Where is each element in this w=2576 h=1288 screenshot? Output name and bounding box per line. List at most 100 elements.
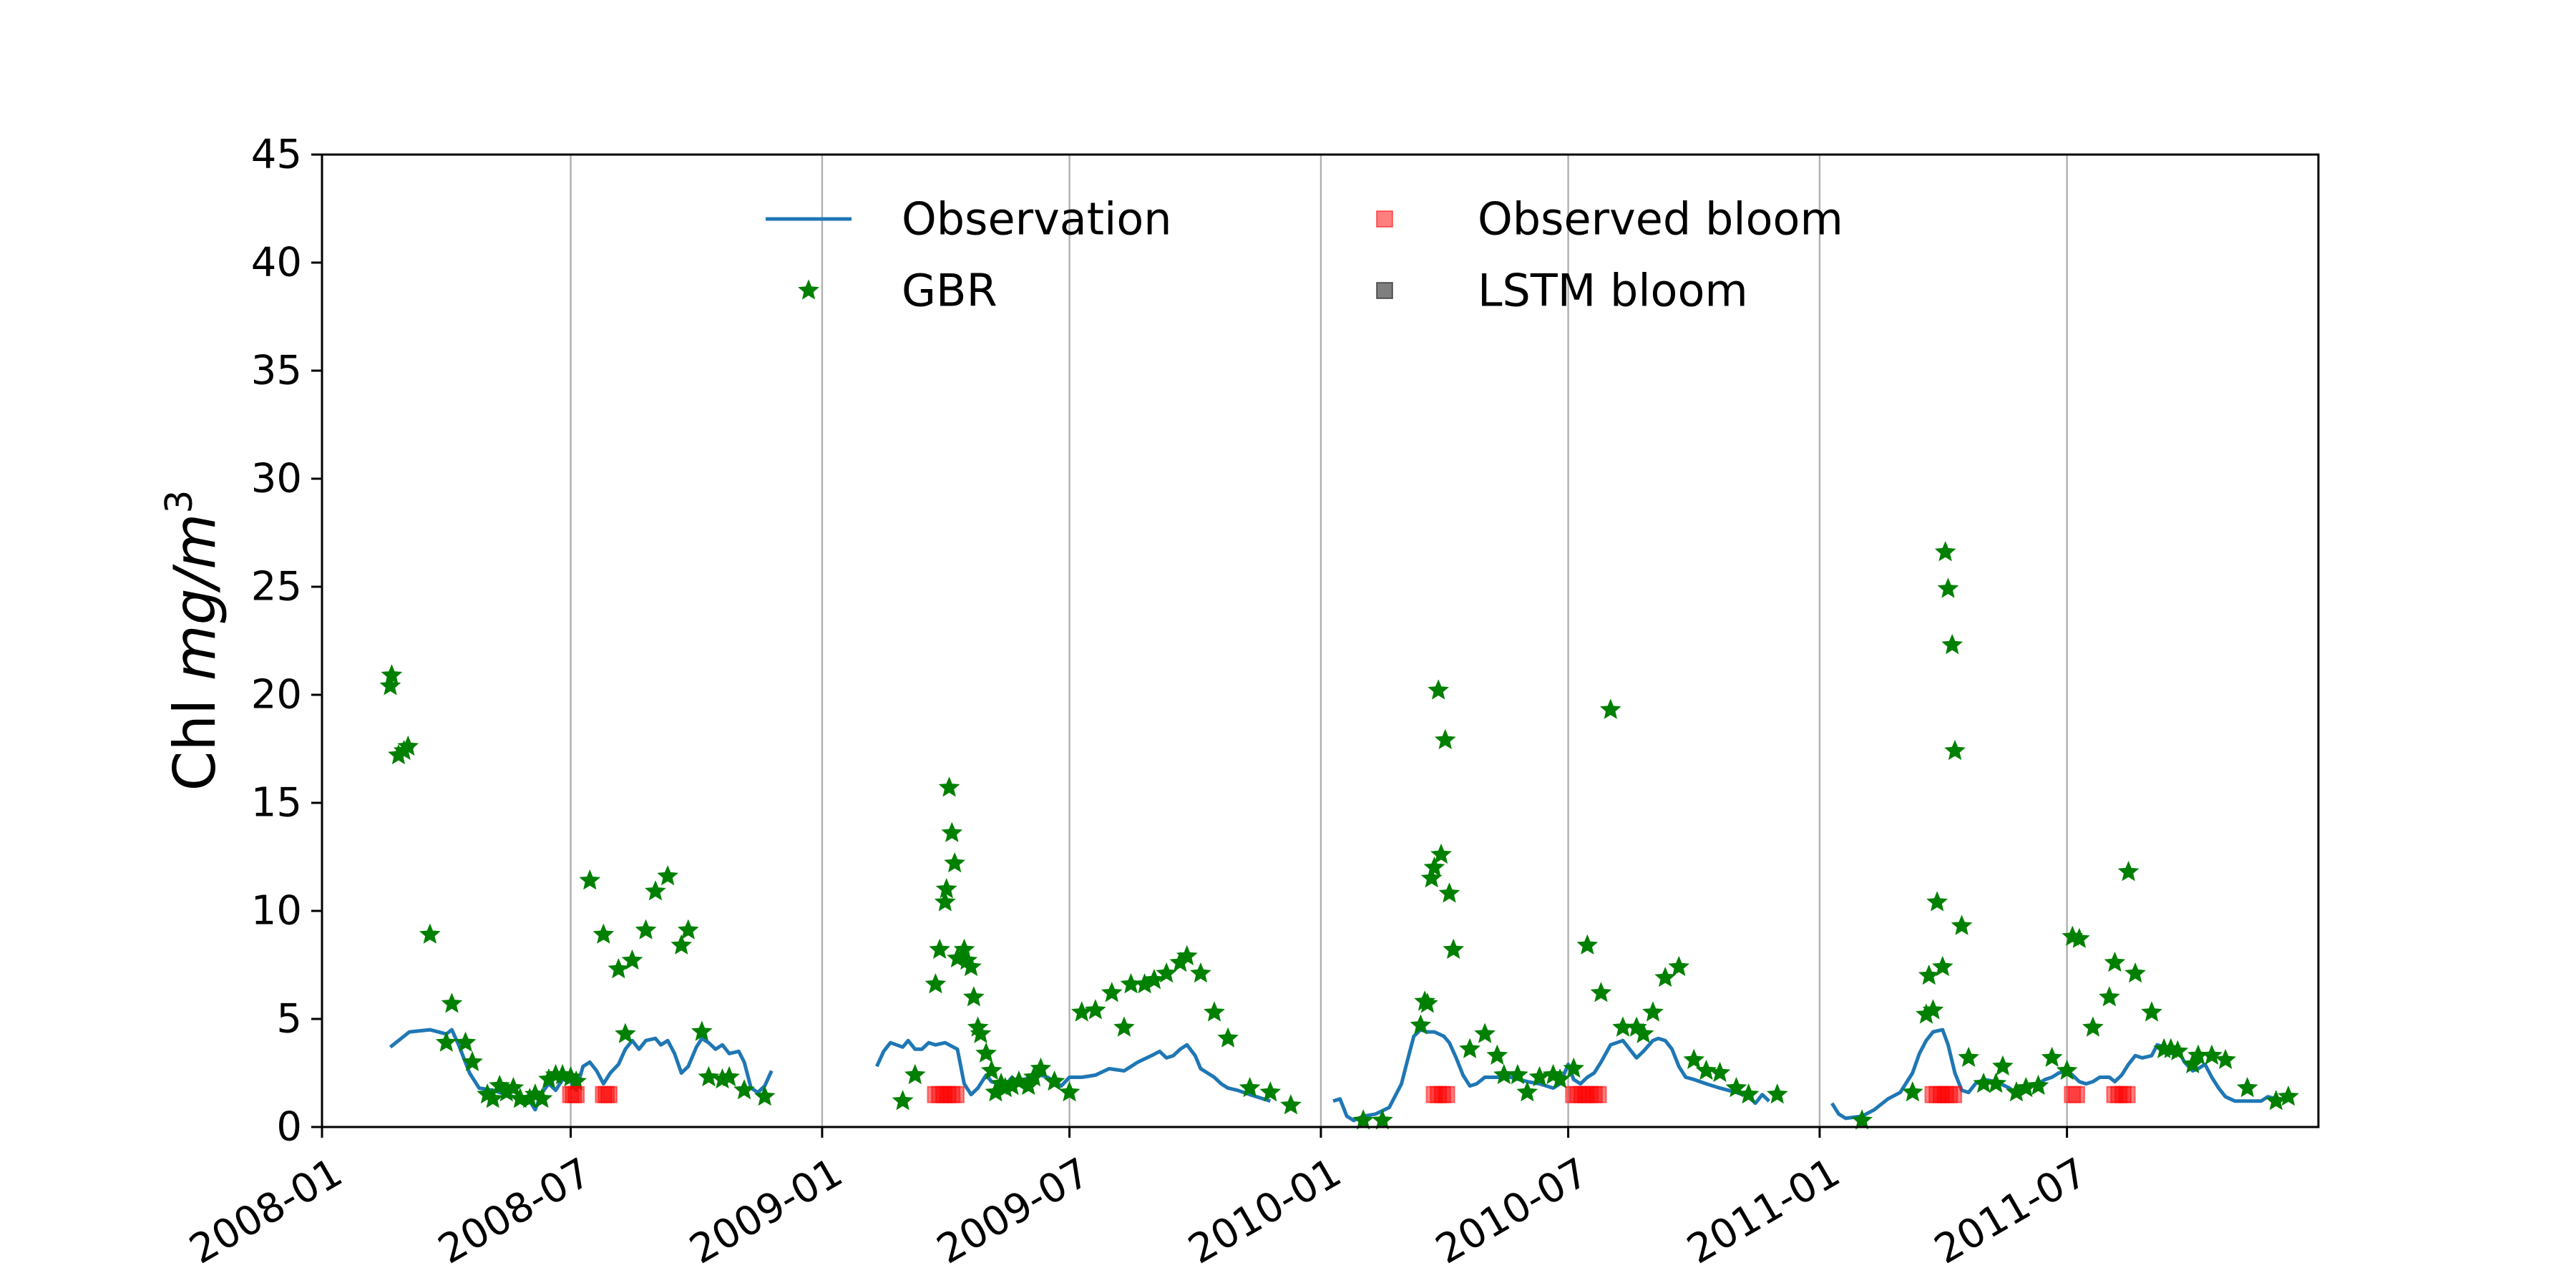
gbr-point [1023,1065,1045,1087]
gbr-point [1985,1072,2007,1093]
gbr-point [1695,1059,1717,1080]
gbr-point [2068,927,2090,948]
gbr-point [1459,1038,1480,1058]
legend-key-observed-bloom [1376,210,1393,228]
y-axis-title: Chl mg/m3 [158,490,228,791]
gbr-point [960,955,982,977]
y-tick-label: 10 [251,888,302,935]
gbr-point [1654,966,1677,987]
gbr-point [1417,992,1438,1013]
gbr-point [953,938,975,960]
gbr-point [1474,1023,1496,1043]
y-tick-label: 25 [251,564,302,610]
gbr-point [924,973,947,994]
gbr-point [657,865,678,886]
gbr-point [1239,1076,1261,1098]
gbr-point [1632,1023,1654,1043]
gbr-point [1443,938,1465,960]
gbr-point [1932,955,1953,977]
gbr-point [1549,1068,1571,1089]
observed-bloom-marker [2118,1085,2136,1103]
gbr-point [1372,1109,1393,1130]
y-tick-label: 15 [251,780,302,826]
gbr-point [2201,1044,2223,1065]
legend-key-gbr [798,279,819,300]
gbr-point [1434,728,1456,749]
gbr-point [502,1076,525,1098]
gbr-point [1507,1063,1528,1085]
legend-label-lstm-bloom: LSTM bloom [1478,265,1748,317]
gbr-point [1599,698,1621,719]
gbr-point [565,1070,587,1091]
observed-bloom-marker [1589,1085,1607,1103]
observed-bloom-marker [947,1085,965,1103]
gbr-point [1902,1081,1923,1102]
y-axis-title-unit: mg/m [162,514,228,681]
y-tick-label: 45 [251,132,302,178]
gbr-point [1190,962,1211,983]
gbr-point [1430,843,1452,864]
y-axis: 0 5 10 15 20 25 30 35 40 45 [251,132,322,1151]
gbr-point [1590,982,1612,1002]
gbr-point [419,923,441,944]
gbr-point [2117,860,2140,882]
gbr-point [1043,1070,1065,1091]
gbr-point [1642,1001,1664,1022]
gbr-point [1423,856,1445,877]
gbr-point [1176,945,1198,965]
gbr-point [2041,1046,2063,1068]
y-tick-label: 5 [276,996,302,1043]
gbr-point [1156,962,1177,983]
gbr-point [1937,577,1959,598]
gbr-point [1204,1001,1225,1022]
gbr-point [592,923,615,944]
gbr-point [718,1065,740,1087]
y-tick-label: 0 [276,1104,302,1151]
gbr-point [462,1050,483,1071]
legend-key-lstm-bloom [1376,282,1393,299]
gbr-point [970,1023,992,1043]
gbr-point [1259,1081,1282,1102]
gbr-point [1438,882,1460,903]
gbr-point [1516,1081,1538,1102]
gbr-point [1486,1044,1508,1065]
gbr-point [677,919,699,940]
gbr-point [579,869,601,890]
gbr-point [1030,1057,1052,1078]
gbr-point [1951,914,1973,935]
gbr-point [621,949,643,970]
gbr-point [482,1088,504,1108]
gbr-point [2167,1040,2189,1060]
gbr-point [608,957,630,979]
gbr-point [1992,1055,2014,1076]
gbr-point [975,1042,997,1063]
legend: Observation GBR Observed bloom LSTM bloom [766,193,1843,317]
gbr-point [2027,1074,2049,1096]
gbr-point [2082,1016,2104,1037]
gbr-point [963,986,985,1007]
gbr-point [698,1065,720,1087]
gbr-point [1410,1014,1432,1035]
legend-label-gbr: GBR [902,265,997,317]
gbr-point [2099,986,2120,1007]
gbr-point [1668,955,1690,977]
legend-label-observation: Observation [902,193,1172,245]
gbr-point [2265,1090,2287,1111]
gbr-point [934,891,956,912]
gbr-point [1420,867,1443,888]
gbr-point [1563,1057,1585,1078]
gbr-point [615,1023,636,1043]
observation-line [1830,1028,2277,1121]
gbr-point [941,821,963,842]
gbr-point [2236,1076,2258,1098]
gbr-point [1926,891,1948,912]
gbr-point [1683,1048,1705,1070]
gbr-point [2141,1001,2162,1022]
gbr-point [531,1088,553,1108]
gbr-point [2278,1085,2299,1106]
gbr-point [944,852,965,873]
gbr-point [2124,962,2146,983]
gbr-point [1851,1109,1873,1130]
gbr-point [1576,934,1599,955]
gbr-point [980,1059,1002,1080]
